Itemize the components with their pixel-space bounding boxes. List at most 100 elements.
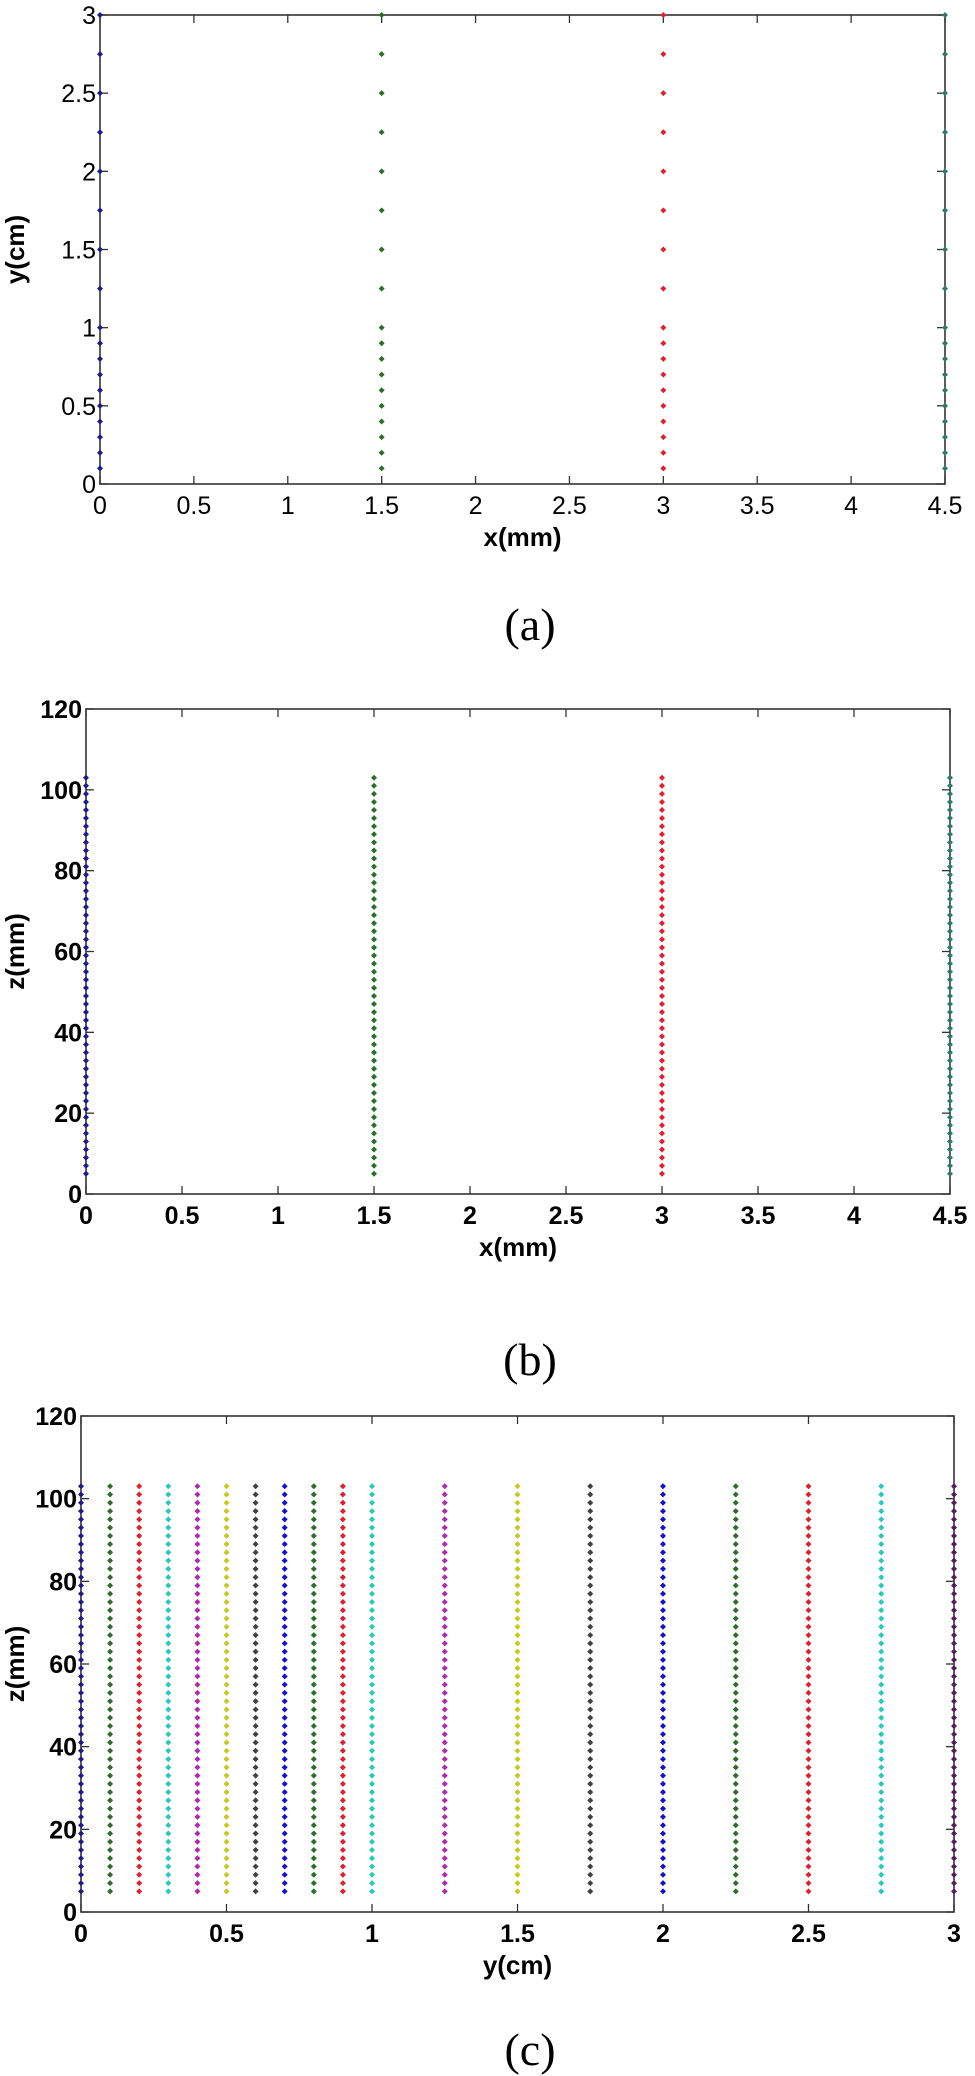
data-point	[78, 1648, 84, 1655]
series-column	[194, 1483, 201, 1895]
data-point	[371, 895, 377, 902]
data-point	[339, 1590, 346, 1597]
data-point	[78, 1813, 84, 1820]
data-point	[339, 1665, 346, 1672]
data-point	[951, 1582, 957, 1589]
x-tick-label: 4	[847, 1202, 861, 1230]
data-point	[378, 465, 385, 472]
data-point	[252, 1681, 259, 1688]
data-point	[136, 1574, 143, 1581]
data-point	[659, 936, 665, 943]
data-point	[194, 1714, 201, 1721]
data-point	[732, 1656, 739, 1663]
data-point	[223, 1532, 230, 1539]
data-point	[223, 1888, 230, 1895]
data-point	[369, 1656, 375, 1663]
data-point	[136, 1871, 143, 1878]
data-point	[878, 1532, 885, 1539]
data-point	[587, 1731, 594, 1738]
series-column	[947, 774, 953, 1177]
data-point	[78, 1640, 84, 1647]
y-tick-label: 0	[63, 1899, 77, 1927]
data-point	[951, 1648, 957, 1655]
data-point	[371, 1001, 377, 1008]
data-point	[441, 1499, 448, 1506]
data-point	[339, 1632, 346, 1639]
data-point	[310, 1673, 317, 1680]
data-point	[83, 952, 89, 959]
data-point	[660, 1772, 666, 1779]
data-point	[659, 807, 665, 814]
data-point	[281, 1648, 288, 1655]
data-point	[78, 1756, 84, 1763]
x-tick-label: 1.5	[357, 1202, 392, 1230]
data-point	[107, 1723, 114, 1729]
data-point	[281, 1565, 288, 1572]
data-point	[587, 1714, 594, 1721]
data-point	[107, 1599, 114, 1605]
data-point	[659, 839, 665, 846]
data-point	[732, 1772, 739, 1779]
data-point	[878, 1855, 885, 1862]
data-point	[878, 1789, 885, 1796]
data-point	[252, 1673, 259, 1680]
data-point	[107, 1640, 114, 1647]
data-point	[660, 1640, 666, 1647]
data-points	[83, 774, 953, 1177]
data-point	[281, 1508, 288, 1515]
data-point	[136, 1648, 143, 1655]
data-point	[78, 1491, 84, 1498]
data-point	[587, 1524, 594, 1531]
data-point	[441, 1871, 448, 1878]
data-point	[310, 1549, 317, 1556]
data-point	[514, 1822, 521, 1829]
data-point	[660, 1532, 666, 1539]
data-point	[378, 340, 385, 347]
data-point	[252, 1549, 259, 1556]
data-point	[165, 1599, 172, 1605]
data-point	[947, 1122, 953, 1129]
data-point	[281, 1549, 288, 1556]
data-point	[441, 1855, 448, 1862]
data-point	[107, 1789, 114, 1796]
data-point	[252, 1656, 259, 1663]
series-column	[587, 1483, 594, 1895]
data-point	[194, 1599, 201, 1605]
data-point	[78, 1714, 84, 1721]
data-point	[223, 1838, 230, 1845]
data-point	[136, 1541, 143, 1548]
data-point	[951, 1822, 957, 1829]
data-point	[223, 1822, 230, 1829]
data-point	[947, 815, 953, 822]
data-point	[83, 855, 89, 862]
data-point	[369, 1623, 375, 1630]
data-point	[441, 1582, 448, 1589]
data-point	[252, 1565, 259, 1572]
data-point	[659, 928, 665, 935]
data-point	[878, 1756, 885, 1763]
series-column	[223, 1483, 230, 1895]
data-point	[194, 1756, 201, 1763]
data-point	[78, 1499, 84, 1506]
data-point	[281, 1599, 288, 1605]
data-point	[378, 434, 385, 441]
x-tick-label: 3	[947, 1920, 961, 1948]
data-point	[659, 904, 665, 911]
series-column	[281, 1483, 288, 1895]
data-point	[514, 1582, 521, 1589]
data-point	[951, 1565, 957, 1572]
data-point	[660, 1524, 666, 1531]
data-point	[659, 782, 665, 789]
data-point	[514, 1656, 521, 1663]
data-point	[660, 340, 667, 347]
data-point	[371, 831, 377, 838]
data-point	[97, 465, 103, 472]
data-point	[951, 1838, 957, 1845]
data-point	[83, 1154, 89, 1161]
data-point	[942, 324, 948, 331]
data-point	[165, 1590, 172, 1597]
data-point	[441, 1541, 448, 1548]
data-point	[732, 1847, 739, 1853]
data-point	[223, 1491, 230, 1498]
